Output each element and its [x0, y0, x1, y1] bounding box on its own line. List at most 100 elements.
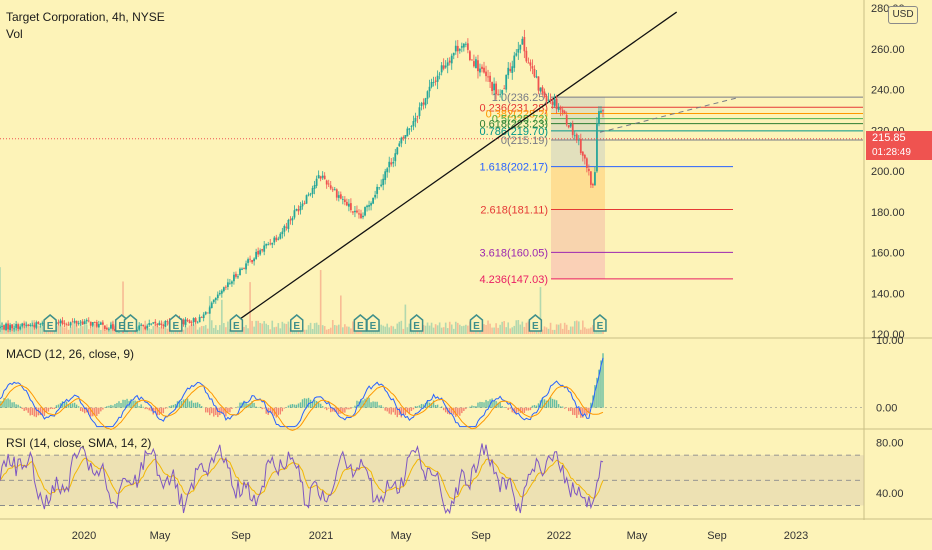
macd-histogram-bar [259, 406, 261, 408]
macd-histogram-bar [100, 407, 102, 412]
macd-histogram-bar [390, 407, 392, 415]
macd-histogram-bar [7, 398, 9, 408]
candle-body [263, 245, 266, 252]
candle-body [527, 62, 530, 64]
macd-histogram-bar [1, 401, 3, 408]
macd-histogram-bar [269, 407, 271, 413]
macd-histogram-bar [416, 406, 419, 408]
volume-label[interactable]: Vol [6, 27, 23, 41]
volume-bar [346, 326, 348, 334]
candle-body [602, 110, 604, 112]
volume-bar [586, 328, 588, 334]
volume-bar [25, 321, 28, 334]
macd-histogram-bar [287, 405, 290, 408]
macd-histogram-bar [354, 405, 356, 408]
macd-histogram-bar [313, 399, 316, 408]
macd-histogram-bar [79, 407, 82, 412]
candle-body [202, 314, 205, 319]
candle-body [499, 93, 502, 95]
candle-body [204, 311, 207, 315]
macd-histogram-bar [471, 405, 473, 408]
candle-body [184, 319, 187, 325]
macd-histogram-bar [442, 407, 445, 411]
volume-bar [588, 328, 590, 334]
candle-body [398, 143, 401, 147]
candle-body [3, 325, 5, 330]
candle-body [460, 46, 463, 48]
macd-histogram-bar [156, 407, 159, 416]
candle-body [65, 324, 68, 326]
volume-bar [333, 325, 336, 334]
candle-body [226, 282, 229, 287]
macd-histogram-bar [136, 401, 138, 408]
macd-histogram-bar [251, 401, 253, 408]
macd-histogram-bar [525, 407, 528, 411]
rsi-title[interactable]: RSI (14, close, SMA, 14, 2) [6, 436, 152, 450]
macd-histogram-bar [537, 403, 540, 408]
macd-histogram-bar [217, 407, 219, 418]
macd-histogram-bar [440, 406, 443, 408]
macd-histogram-bar [406, 407, 409, 413]
candle-body [285, 226, 288, 228]
candle-body [436, 75, 439, 82]
macd-histogram-bar [529, 407, 532, 411]
candle-body [154, 321, 157, 324]
fib-level-label: 1.0(236.25) [492, 92, 548, 104]
volume-bar [287, 321, 290, 334]
macd-histogram-bar [132, 400, 134, 408]
candle-body [587, 169, 590, 171]
macd-histogram-bar [600, 360, 602, 408]
candle-body [329, 185, 332, 189]
candle-body [239, 268, 241, 276]
macd-histogram-bar [122, 399, 124, 408]
macd-histogram-bar [531, 405, 534, 408]
volume-bar [194, 324, 197, 334]
macd-histogram-bar [31, 407, 33, 416]
macd-histogram-bar [180, 401, 183, 408]
macd-histogram-bar [582, 407, 584, 418]
macd-title[interactable]: MACD (12, 26, close, 9) [6, 347, 135, 361]
volume-bar [41, 320, 44, 334]
macd-histogram-bar [527, 407, 530, 411]
macd-histogram-bar [90, 407, 92, 417]
volume-bar [352, 321, 354, 334]
macd-histogram-bar [360, 399, 362, 408]
candle-body [218, 292, 221, 295]
volume-bar [584, 327, 586, 334]
macd-histogram-bar [71, 403, 74, 408]
volume-bar [505, 327, 507, 334]
time-axis-tick: May [627, 530, 648, 542]
macd-histogram-bar [150, 407, 152, 412]
macd-histogram-bar [77, 406, 80, 408]
signal-line [0, 384, 604, 431]
volume-bar [87, 329, 90, 334]
macd-histogram-bar [481, 402, 483, 408]
bar-countdown: 01:28:49 [866, 146, 932, 160]
macd-histogram-bar [338, 407, 340, 415]
macd-histogram-bar [499, 402, 501, 408]
volume-bar [285, 323, 288, 334]
macd-histogram-bar [497, 402, 499, 408]
volume-bar [452, 328, 455, 334]
candle-body [327, 183, 330, 185]
volume-bar [404, 304, 407, 334]
candle-body [529, 62, 532, 66]
currency-button[interactable]: USD [888, 6, 918, 24]
candle-body [5, 323, 7, 331]
candle-body [188, 320, 191, 323]
candle-body [265, 243, 268, 246]
volume-bar [77, 328, 80, 334]
macd-histogram-bar [277, 407, 280, 416]
volume-bar [83, 323, 86, 334]
candle-body [7, 323, 9, 330]
macd-histogram-bar [362, 400, 364, 408]
macd-histogram-bar [33, 407, 35, 417]
volume-bar [160, 327, 163, 334]
volume-bar [590, 327, 592, 334]
macd-histogram-bar [289, 404, 292, 408]
candle-body [253, 258, 256, 262]
volume-bar [317, 324, 320, 334]
volume-bar [467, 325, 469, 334]
symbol-title[interactable]: Target Corporation, 4h, NYSE [6, 10, 165, 24]
